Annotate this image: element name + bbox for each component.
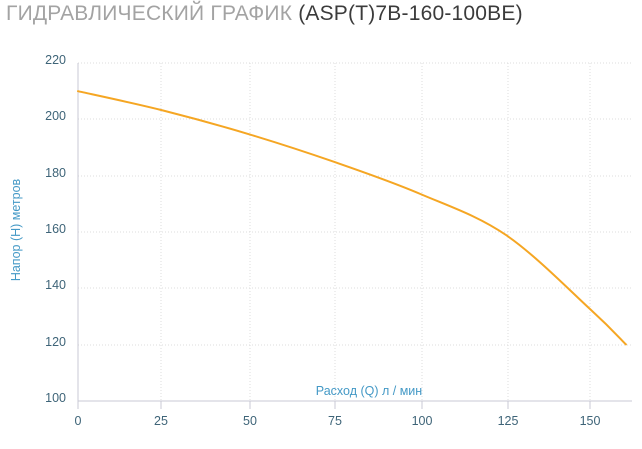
svg-text:50: 50 [243,414,257,428]
svg-text:200: 200 [45,109,66,123]
svg-text:125: 125 [498,414,519,428]
svg-text:180: 180 [45,166,66,180]
svg-text:120: 120 [45,335,66,349]
svg-text:0: 0 [75,414,82,428]
svg-text:100: 100 [45,391,66,405]
svg-text:Напор (Н) метров: Напор (Н) метров [9,178,23,281]
svg-text:140: 140 [45,278,66,292]
svg-text:100: 100 [412,414,433,428]
svg-text:220: 220 [45,53,66,67]
svg-text:150: 150 [580,414,601,428]
svg-text:25: 25 [154,414,168,428]
svg-text:Расход (Q) л / мин: Расход (Q) л / мин [316,384,422,398]
svg-text:160: 160 [45,222,66,236]
svg-text:75: 75 [328,414,342,428]
